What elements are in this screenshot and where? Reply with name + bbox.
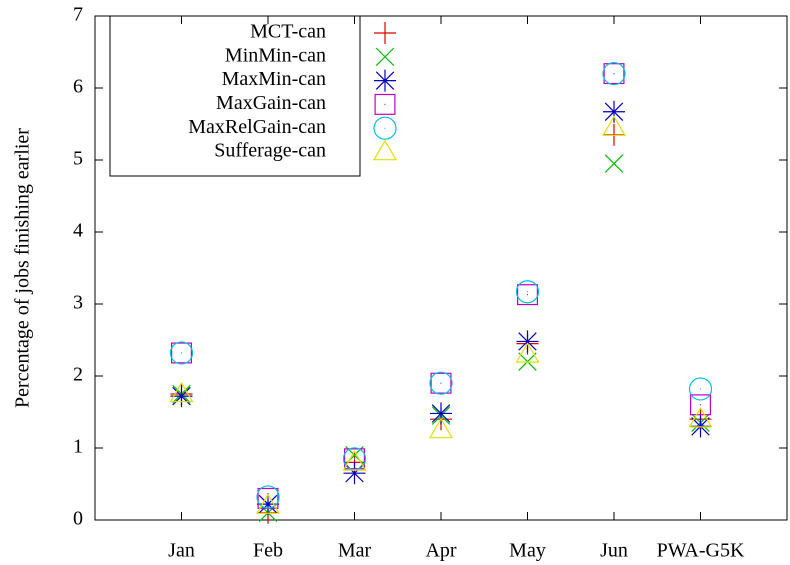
point — [428, 417, 454, 439]
marker-shape — [169, 381, 194, 403]
marker-shape — [344, 448, 366, 470]
point — [169, 381, 194, 403]
y-tick-label: 1 — [73, 436, 83, 458]
point — [603, 100, 625, 123]
x-tick-label: Jun — [600, 540, 628, 562]
marker-shape — [374, 93, 396, 115]
marker-shape — [689, 394, 711, 416]
x-tick-label: Jan — [168, 540, 195, 562]
point — [343, 462, 366, 485]
marker-stroke — [431, 404, 451, 423]
marker-dot — [440, 382, 442, 384]
marker-shape — [429, 371, 453, 395]
x-tick-label: May — [509, 540, 546, 562]
marker-dot — [267, 496, 269, 498]
marker-stroke — [258, 494, 278, 514]
marker-shape — [171, 342, 193, 364]
marker-shape — [688, 407, 713, 428]
point — [601, 115, 627, 136]
marker-shape — [342, 450, 367, 471]
marker-shape — [428, 417, 454, 439]
y-tick-label: 4 — [73, 220, 83, 242]
marker-shape — [601, 115, 627, 136]
x-tick-label: PWA-G5K — [657, 540, 745, 562]
marker-shape — [515, 280, 540, 304]
point — [516, 284, 538, 306]
point — [515, 342, 540, 363]
point — [429, 371, 453, 395]
legend-box — [109, 15, 361, 177]
point — [516, 330, 539, 353]
legend-label: Sufferage-can — [214, 140, 326, 162]
x-tick-label: Feb — [253, 540, 283, 562]
marker-stroke — [518, 332, 537, 351]
marker-dot — [353, 458, 356, 460]
point — [342, 450, 367, 471]
legend-label: MaxGain-can — [216, 92, 326, 114]
marker-stroke — [604, 154, 624, 173]
point — [689, 394, 711, 416]
point — [255, 493, 281, 514]
y-tick-label: 0 — [73, 508, 83, 530]
marker-shape — [372, 139, 398, 161]
point — [169, 341, 194, 365]
legend-marker — [375, 47, 395, 67]
marker-dot — [384, 127, 386, 129]
marker-shape — [515, 342, 540, 363]
marker-dot — [180, 352, 183, 354]
point — [256, 485, 280, 509]
marker-dot — [526, 291, 529, 293]
x-tick-label: Apr — [425, 540, 456, 562]
y-tick-label: 6 — [73, 76, 83, 98]
legend-label: MaxRelGain-can — [188, 116, 326, 138]
marker-stroke — [375, 47, 395, 67]
x-tick-label: Mar — [338, 540, 372, 562]
marker-dot — [384, 103, 386, 105]
point — [604, 154, 624, 173]
marker-dot — [699, 388, 702, 390]
legend-marker — [374, 22, 396, 44]
marker-shape — [603, 63, 625, 85]
legend-label: MinMin-can — [225, 44, 326, 66]
point — [515, 280, 540, 304]
marker-stroke — [375, 71, 395, 90]
legend-marker — [374, 69, 396, 92]
marker-shape — [516, 284, 538, 306]
marker-dot — [267, 497, 269, 499]
y-tick-label: 3 — [73, 292, 83, 314]
legend-marker — [372, 139, 398, 161]
point — [430, 402, 452, 425]
marker-stroke — [345, 463, 364, 483]
marker-shape — [255, 493, 281, 514]
marker-shape — [688, 377, 713, 401]
y-tick-label: 7 — [73, 4, 83, 26]
y-tick-label: 5 — [73, 148, 83, 170]
marker-shape — [373, 116, 397, 140]
point — [688, 377, 713, 401]
marker-dot — [526, 294, 529, 296]
point — [602, 61, 626, 86]
legend-marker — [374, 93, 396, 115]
marker-dot — [613, 73, 615, 75]
marker-shape — [169, 341, 194, 365]
y-axis-label: Percentage of jobs finishing earlier — [12, 128, 34, 408]
marker-shape — [256, 485, 280, 509]
marker-dot — [699, 404, 702, 406]
legend-marker — [373, 116, 397, 140]
legend-label: MCT-can — [250, 21, 326, 43]
marker-stroke — [604, 102, 624, 121]
y-tick-label: 2 — [73, 364, 83, 386]
marker-shape — [602, 61, 626, 86]
point — [688, 407, 713, 428]
marker-shape — [430, 372, 452, 394]
legend-label: MaxMin-can — [222, 68, 326, 90]
